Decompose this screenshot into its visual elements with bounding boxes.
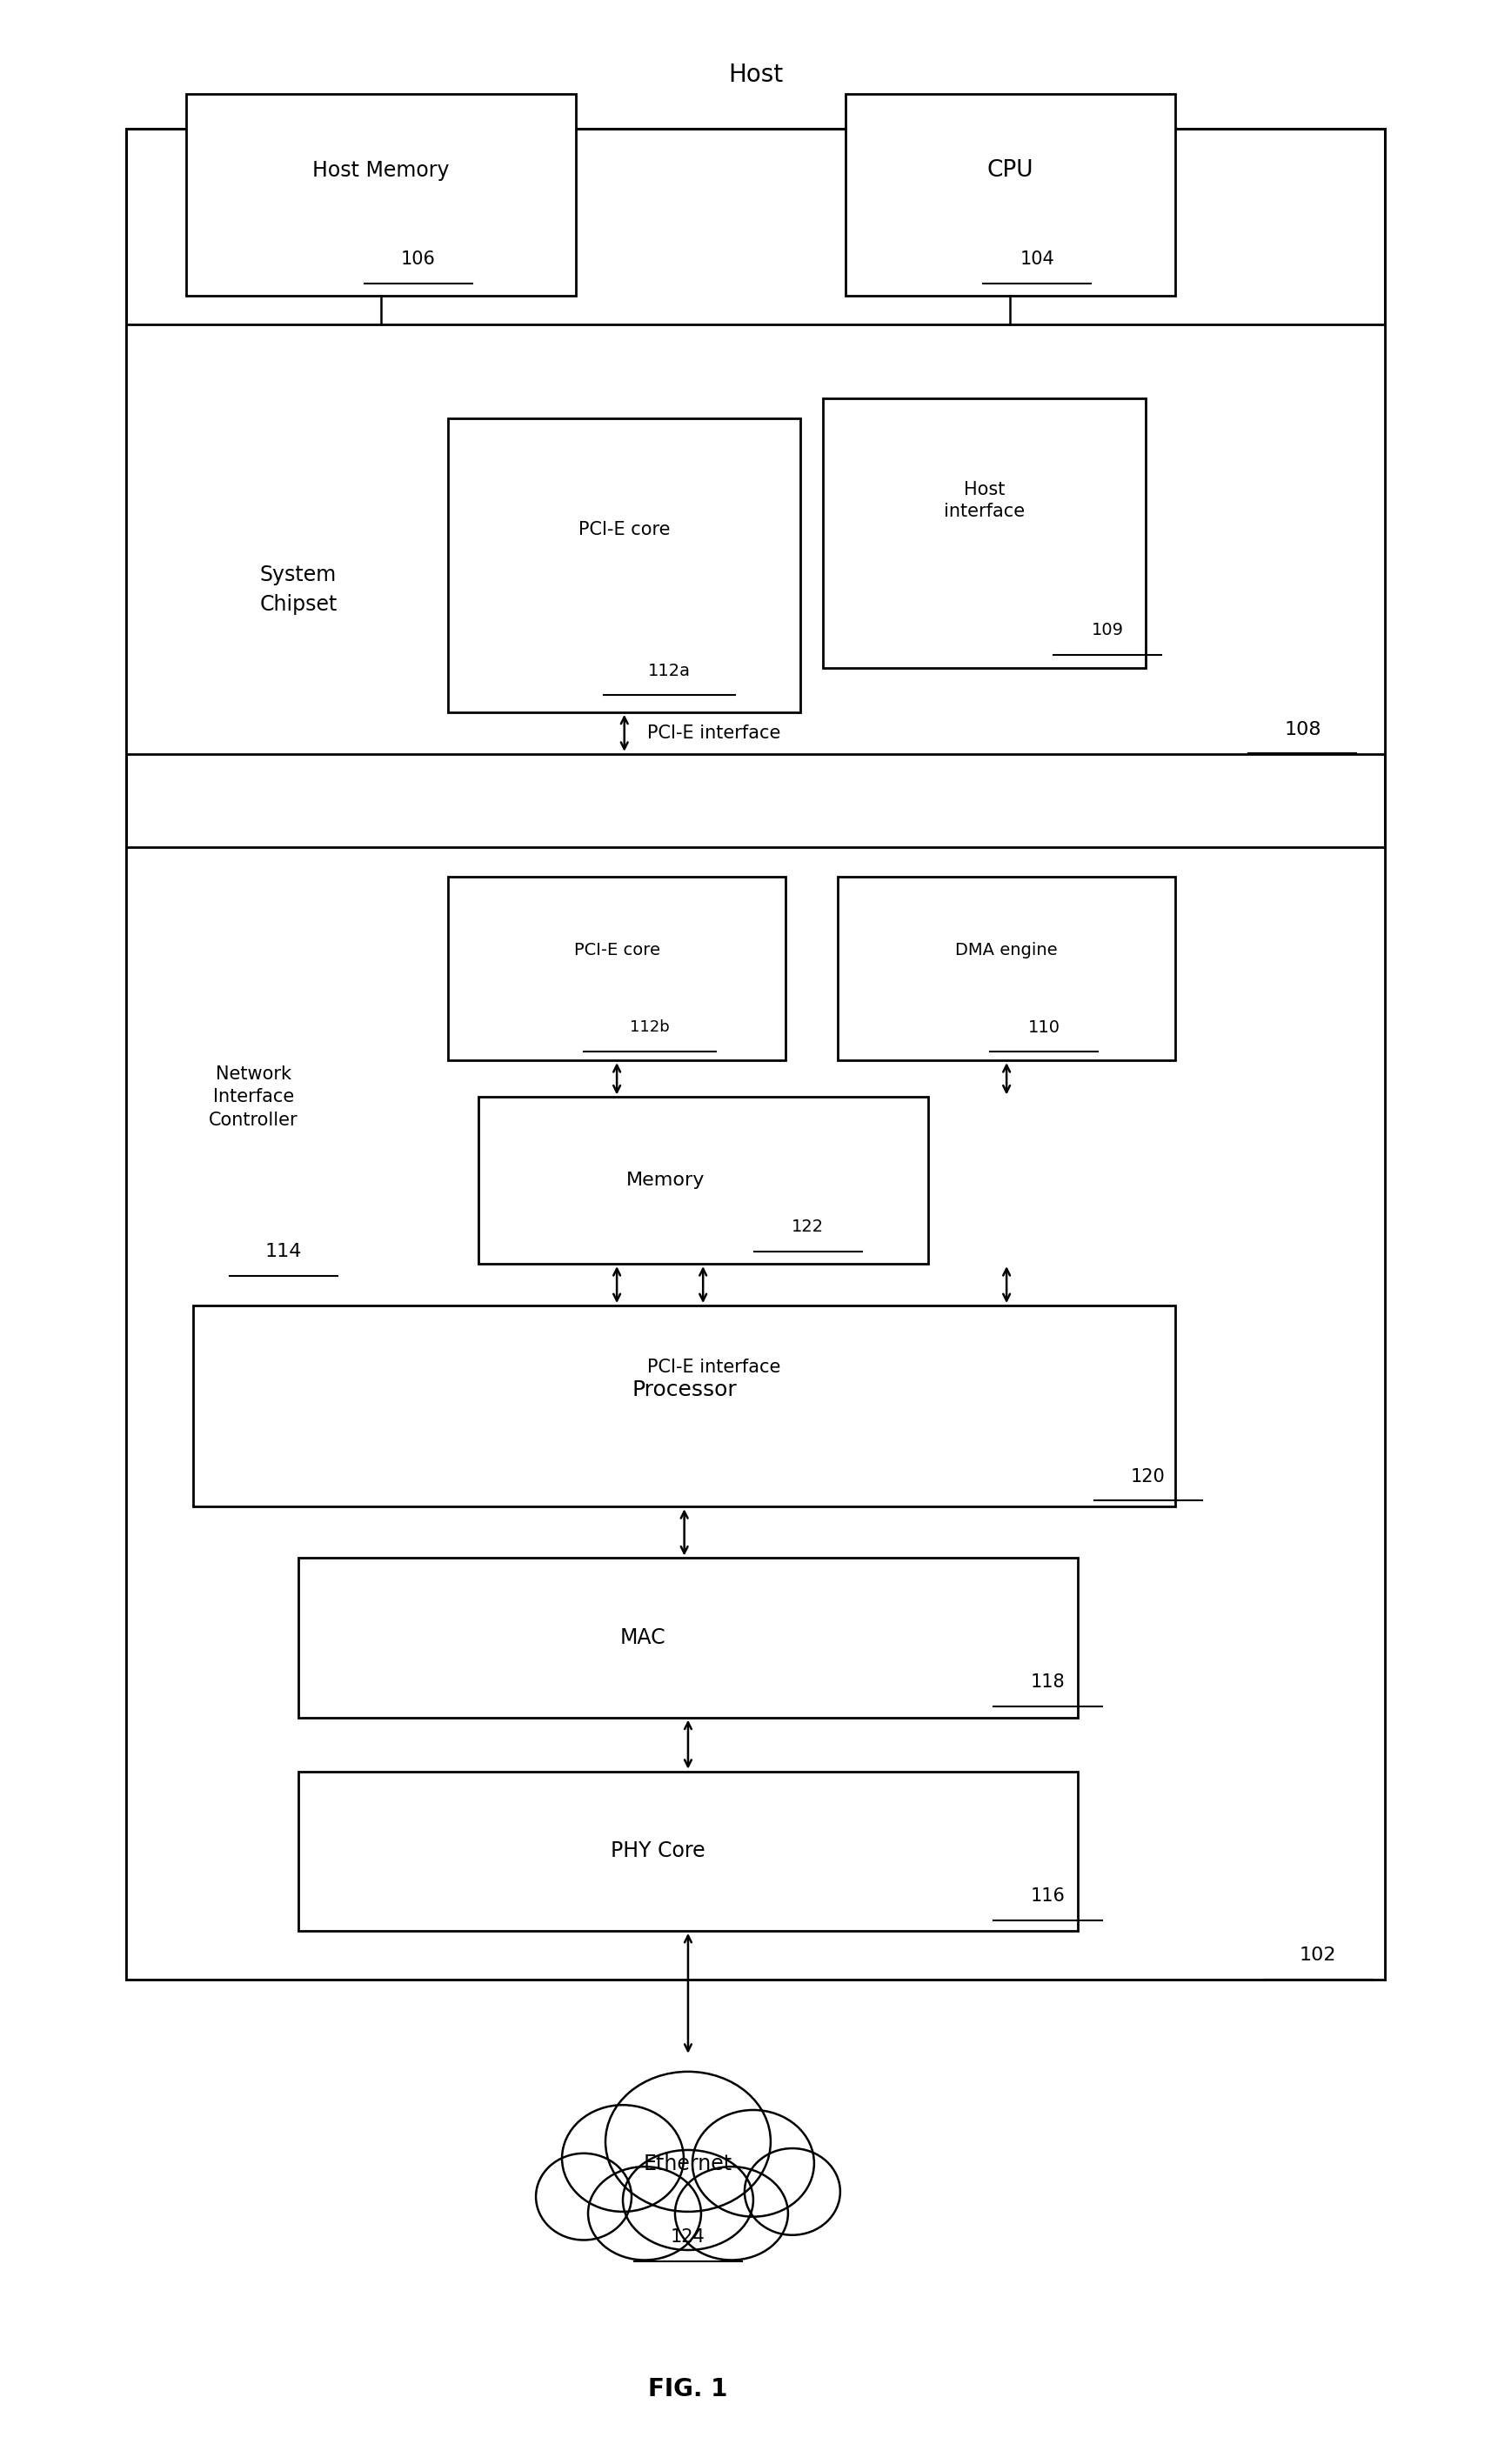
Text: PCI-E core: PCI-E core (574, 941, 660, 958)
FancyBboxPatch shape (449, 877, 786, 1060)
Text: FIG. 1: FIG. 1 (648, 2378, 728, 2402)
Ellipse shape (692, 2109, 814, 2218)
Text: MAC: MAC (620, 1626, 666, 1648)
Text: Host
interface: Host interface (943, 480, 1024, 520)
Text: 112b: 112b (630, 1020, 669, 1035)
Ellipse shape (675, 2166, 789, 2259)
FancyBboxPatch shape (298, 1557, 1077, 1717)
Ellipse shape (606, 2072, 771, 2213)
Text: PCI-E core: PCI-E core (579, 520, 671, 540)
Text: PCI-E interface: PCI-E interface (647, 724, 780, 742)
FancyBboxPatch shape (823, 399, 1145, 668)
Text: Ethernet: Ethernet (644, 2154, 733, 2173)
Ellipse shape (745, 2149, 840, 2235)
Text: 112a: 112a (648, 663, 691, 680)
Text: 109: 109 (1091, 621, 1124, 638)
Text: PCI-E interface: PCI-E interface (647, 1358, 780, 1375)
FancyBboxPatch shape (477, 1096, 928, 1264)
FancyBboxPatch shape (846, 94, 1176, 296)
Text: 106: 106 (400, 251, 435, 269)
Text: 122: 122 (792, 1220, 823, 1234)
Text: CPU: CPU (987, 160, 1034, 182)
FancyBboxPatch shape (125, 128, 1386, 1981)
Text: 116: 116 (1031, 1887, 1065, 1905)
Ellipse shape (536, 2154, 632, 2240)
Text: 110: 110 (1027, 1020, 1061, 1035)
Ellipse shape (623, 2151, 754, 2250)
Text: DMA engine: DMA engine (955, 941, 1058, 958)
FancyBboxPatch shape (125, 325, 1386, 754)
FancyBboxPatch shape (186, 94, 576, 296)
Text: 108: 108 (1284, 719, 1321, 739)
Text: PHY Core: PHY Core (610, 1841, 706, 1860)
FancyBboxPatch shape (298, 1772, 1077, 1932)
Text: Memory: Memory (626, 1173, 704, 1190)
Text: 114: 114 (264, 1242, 302, 1259)
FancyBboxPatch shape (193, 1306, 1176, 1506)
FancyBboxPatch shape (125, 848, 1386, 1981)
Text: 102: 102 (1299, 1947, 1336, 1964)
Text: Network
Interface
Controller: Network Interface Controller (209, 1064, 298, 1129)
FancyBboxPatch shape (449, 419, 801, 712)
Ellipse shape (562, 2104, 683, 2213)
Text: System
Chipset: System Chipset (260, 564, 337, 614)
Text: 124: 124 (671, 2227, 706, 2247)
Text: Host Memory: Host Memory (313, 160, 449, 182)
Ellipse shape (588, 2166, 701, 2259)
Text: Host: Host (728, 62, 783, 86)
Text: Processor: Processor (632, 1380, 737, 1400)
Text: 118: 118 (1031, 1673, 1065, 1690)
FancyBboxPatch shape (839, 877, 1176, 1060)
Text: 104: 104 (1020, 251, 1055, 269)
Text: 120: 120 (1130, 1469, 1165, 1486)
